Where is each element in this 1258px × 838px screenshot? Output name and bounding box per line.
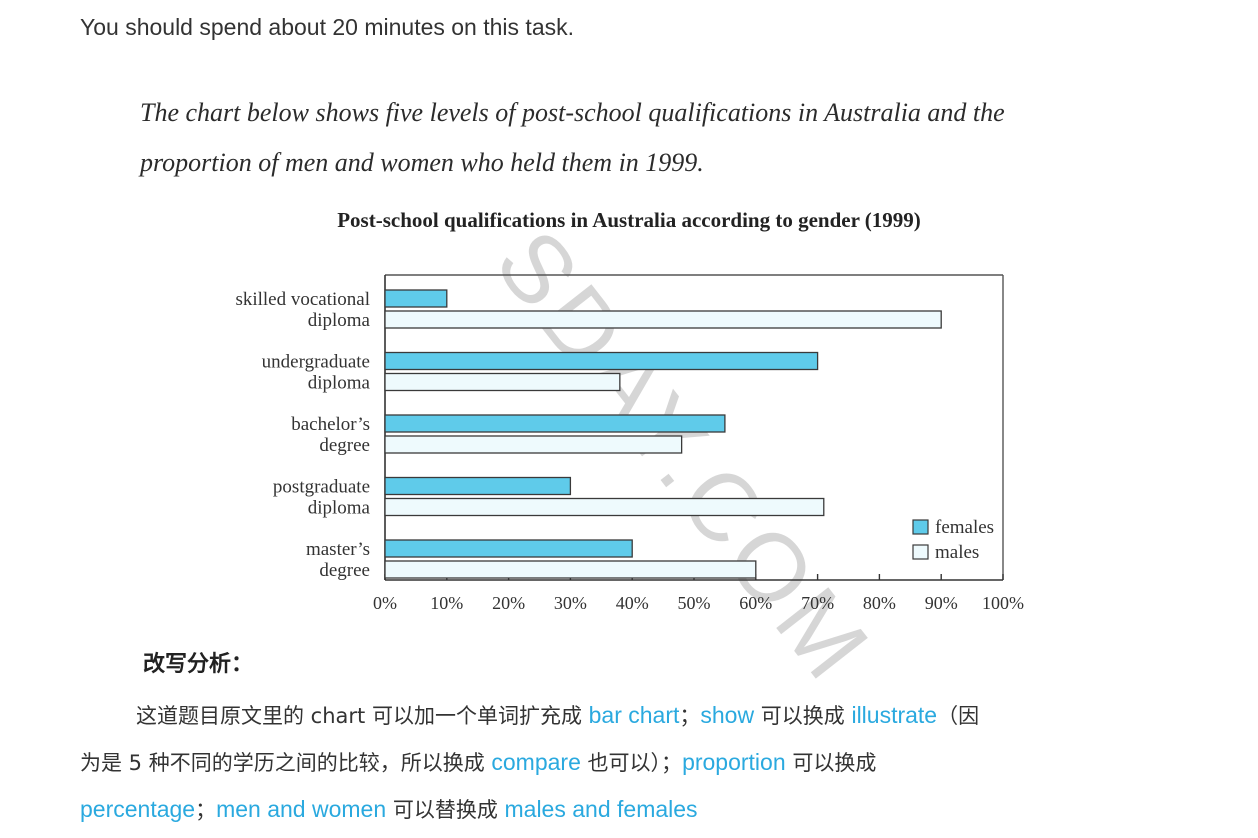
analysis-text: 为是 5 种不同的学历之间的比较，所以换成 bbox=[80, 751, 492, 775]
x-tick-label: 20% bbox=[492, 593, 525, 613]
bar-females-4 bbox=[384, 539, 633, 558]
legend-label-males: males bbox=[935, 542, 979, 563]
highlighted-term: males and females bbox=[504, 796, 698, 822]
bar-males-2 bbox=[384, 435, 683, 454]
x-tick-label: 80% bbox=[863, 593, 896, 613]
x-tick-label: 10% bbox=[430, 593, 463, 613]
category-label: diploma bbox=[308, 310, 371, 331]
analysis-text: ； bbox=[679, 704, 701, 728]
category-label: postgraduate bbox=[273, 477, 370, 498]
analysis-text: 可以换成 bbox=[754, 704, 852, 728]
x-tick-label: 40% bbox=[616, 593, 649, 613]
category-label: degree bbox=[319, 560, 370, 581]
bar-males-4 bbox=[384, 560, 757, 579]
legend-label-females: females bbox=[935, 517, 994, 538]
category-label: master’s bbox=[306, 539, 370, 560]
x-tick-label: 100% bbox=[982, 593, 1024, 613]
category-label: degree bbox=[319, 435, 370, 456]
analysis-heading: 改写分析： bbox=[143, 652, 254, 677]
highlighted-term: men and women bbox=[216, 796, 387, 822]
analysis-text: ； bbox=[195, 798, 217, 822]
analysis-line-1: 这道题目原文里的 chart 可以加一个单词扩充成 bar chart；show… bbox=[80, 692, 1170, 739]
x-tick-label: 70% bbox=[801, 593, 834, 613]
analysis-paragraph: 这道题目原文里的 chart 可以加一个单词扩充成 bar chart；show… bbox=[80, 692, 1170, 833]
legend-swatch-males bbox=[912, 544, 929, 560]
highlighted-term: show bbox=[700, 702, 755, 728]
bar-females-2 bbox=[384, 414, 726, 433]
highlighted-term: illustrate bbox=[851, 702, 938, 728]
bar-males-1 bbox=[384, 372, 621, 392]
bar-females-1 bbox=[384, 351, 819, 371]
highlighted-term: bar chart bbox=[588, 702, 680, 728]
category-label: diploma bbox=[308, 498, 371, 519]
bar-chart: 0% 10% 20% 30% 40% 50% 60% 70% 80% 90% 100% skilled… bbox=[235, 274, 1024, 613]
highlighted-term: compare bbox=[491, 749, 581, 775]
x-tick-label: 30% bbox=[554, 593, 587, 613]
x-tick-label: 60% bbox=[739, 593, 772, 613]
category-label: diploma bbox=[308, 373, 371, 394]
chart-title: Post-school qualifications in Australia … bbox=[337, 208, 921, 232]
bar-females-3 bbox=[384, 476, 572, 496]
highlighted-term: proportion bbox=[682, 749, 786, 775]
analysis-text: 可以替换成 bbox=[386, 798, 505, 822]
task-prompt: The chart below shows five levels of pos… bbox=[140, 88, 1170, 188]
legend-swatch-females bbox=[912, 519, 929, 535]
category-label: bachelor’s bbox=[291, 414, 370, 435]
highlighted-term: percentage bbox=[80, 796, 196, 822]
task-prompt-line-1: The chart below shows five levels of pos… bbox=[140, 98, 1005, 127]
x-tick-label: 50% bbox=[678, 593, 711, 613]
bar-females-0 bbox=[384, 289, 448, 308]
task-prompt-line-2: proportion of men and women who held the… bbox=[140, 148, 704, 177]
task-instruction: You should spend about 20 minutes on thi… bbox=[80, 14, 574, 40]
bar-males-0 bbox=[384, 310, 942, 329]
analysis-line-3: percentage；men and women 可以替换成 males and… bbox=[80, 786, 1170, 833]
x-tick-label: 0% bbox=[373, 593, 397, 613]
analysis-text: 也可以）； bbox=[580, 751, 683, 775]
analysis-text: 这道题目原文里的 chart 可以加一个单词扩充成 bbox=[136, 704, 589, 728]
analysis-text: （因 bbox=[937, 704, 980, 728]
category-label: undergraduate bbox=[262, 352, 370, 373]
x-tick-label: 90% bbox=[925, 593, 958, 613]
analysis-line-2: 为是 5 种不同的学历之间的比较，所以换成 compare 也可以）；propo… bbox=[80, 739, 1170, 786]
bar-males-3 bbox=[384, 497, 825, 517]
category-label: skilled vocational bbox=[235, 289, 370, 310]
analysis-text: 可以换成 bbox=[785, 751, 877, 775]
